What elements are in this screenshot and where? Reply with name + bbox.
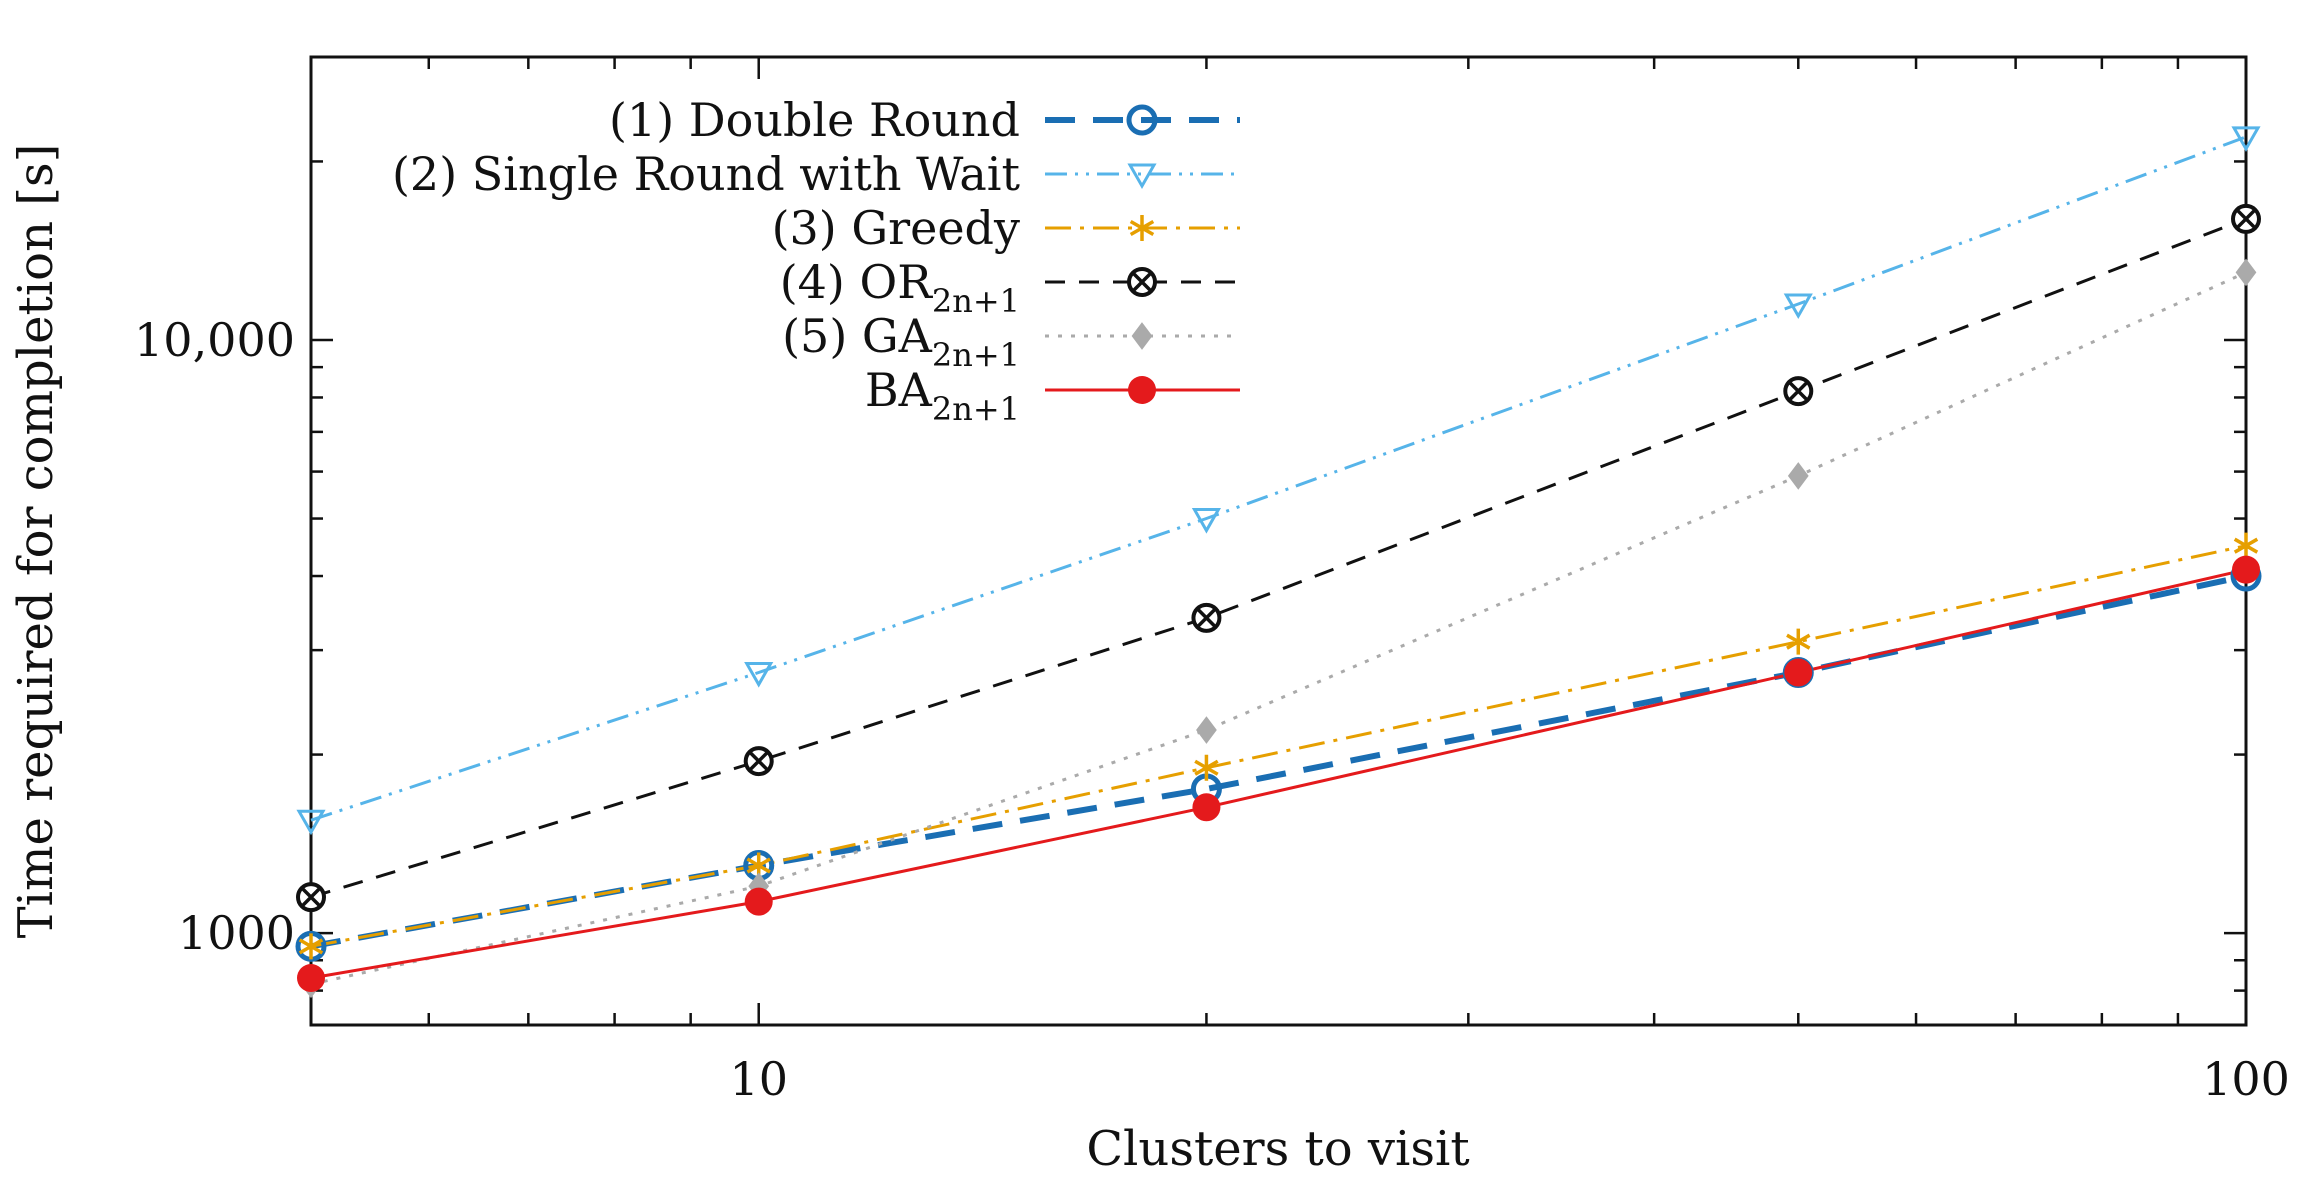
legend-swatch-marker [1128, 376, 1156, 404]
series-line-1 [310, 573, 2247, 950]
legend-label: BA2n+1 [865, 363, 1020, 428]
x-axis-title: Clusters to visit [1086, 1121, 1469, 1177]
data-point-series-5 [1196, 716, 1217, 744]
data-point-series-2 [2231, 126, 2261, 152]
legend-label: (5) GA2n+1 [782, 309, 1020, 374]
data-point-series-2 [1783, 293, 1813, 320]
y-tick-label: 10,000 [134, 313, 295, 367]
legend-label: (1) Double Round [609, 93, 1020, 147]
x-tick-label: 100 [2202, 1052, 2290, 1106]
data-point-series-5 [2235, 258, 2257, 287]
data-point-series-4 [1783, 376, 1814, 407]
series-line-3 [310, 544, 2247, 948]
x-tick-label: 10 [729, 1052, 788, 1106]
legend-label: (4) OR2n+1 [780, 255, 1020, 320]
legend-swatch-marker [1131, 322, 1153, 350]
data-point-series-6 [744, 887, 773, 916]
series-markers [295, 126, 2262, 999]
plot-frame [309, 55, 2248, 1027]
legend: (1) Double Round(2) Single Round with Wa… [392, 93, 1240, 428]
series-line-4 [310, 217, 2247, 899]
data-point-series-3 [1786, 628, 1811, 655]
data-point-series-6 [1192, 793, 1221, 822]
axis-tick-labels: 10 100 1000 10,000 [134, 313, 2290, 1106]
data-point-series-3 [2233, 532, 2259, 559]
legend-label: (3) Greedy [772, 201, 1020, 255]
y-tick-label: 1000 [178, 906, 295, 960]
legend-swatch-marker [1127, 267, 1157, 297]
data-point-series-6 [2232, 555, 2260, 584]
axis-ticks [309, 55, 2248, 1027]
data-point-series-2 [1191, 508, 1222, 534]
data-point-series-3 [298, 933, 324, 960]
series-line-2 [310, 135, 2247, 822]
legend-swatch-marker [1126, 104, 1158, 136]
legend-label: (2) Single Round with Wait [392, 147, 1021, 201]
y-axis-title: Time required for completion [s] [8, 144, 64, 939]
data-point-series-4 [296, 882, 326, 913]
legend-swatch-marker [1127, 163, 1157, 190]
series-line-5 [310, 271, 2247, 986]
data-point-series-6 [1784, 658, 1813, 687]
data-point-series-5 [1787, 462, 1809, 490]
data-point-series-2 [744, 662, 774, 688]
data-point-series-6 [297, 964, 325, 993]
legend-swatch-marker [1129, 215, 1155, 241]
data-point-series-4 [2231, 203, 2261, 234]
data-point-series-2 [296, 809, 326, 836]
data-point-series-4 [743, 746, 774, 777]
series-lines [310, 135, 2247, 986]
data-point-series-4 [1191, 602, 1222, 633]
data-point-series-3 [1194, 754, 1219, 781]
